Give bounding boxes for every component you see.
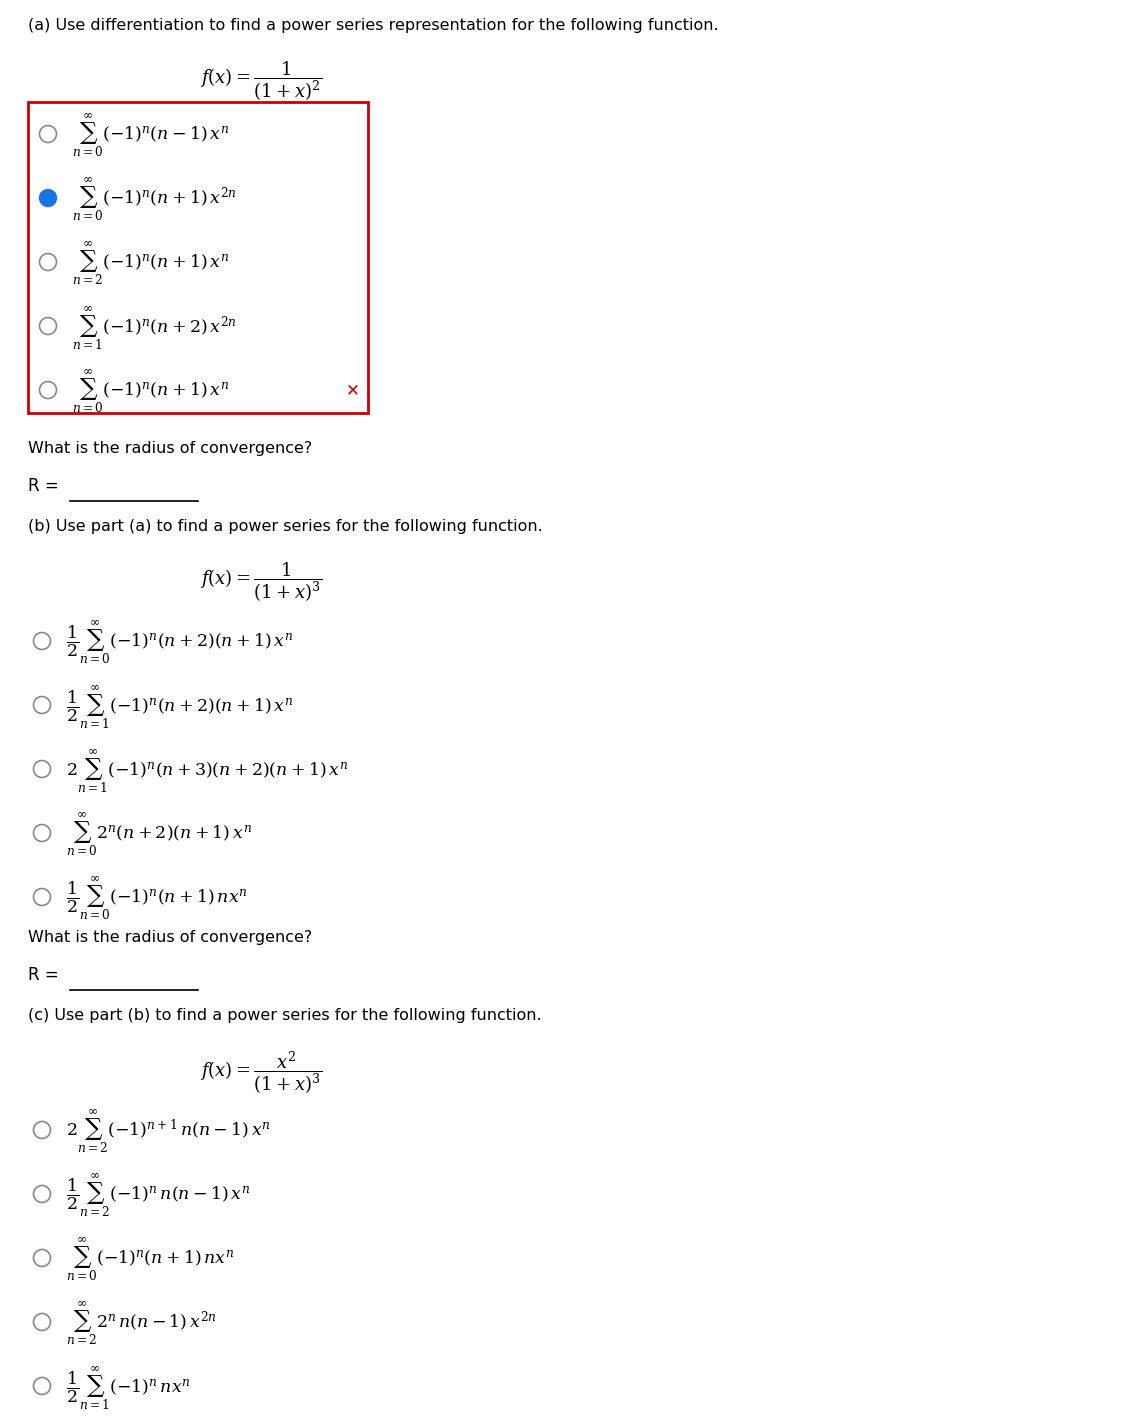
Text: (a) Use differentiation to find a power series representation for the following : (a) Use differentiation to find a power … (28, 18, 718, 33)
Text: $\dfrac{1}{2}\sum_{n=0}^{\infty}(-1)^n(n+2)(n+1)\,x^n$: $\dfrac{1}{2}\sum_{n=0}^{\infty}(-1)^n(n… (66, 620, 293, 666)
Text: $\dfrac{1}{2}\sum_{n=1}^{\infty}(-1)^n\,nx^n$: $\dfrac{1}{2}\sum_{n=1}^{\infty}(-1)^n\,… (66, 1364, 191, 1412)
Text: $\sum_{n=0}^{\infty}2^n(n+2)(n+1)\,x^n$: $\sum_{n=0}^{\infty}2^n(n+2)(n+1)\,x^n$ (66, 811, 252, 858)
Circle shape (39, 190, 56, 207)
Text: $f\left(x\right) = \dfrac{1}{\left(1+x\right)^2}$: $f\left(x\right) = \dfrac{1}{\left(1+x\r… (200, 60, 323, 104)
Text: What is the radius of convergence?: What is the radius of convergence? (28, 930, 312, 944)
Text: $\sum_{n=0}^{\infty}(-1)^n(n+1)\,x^n$: $\sum_{n=0}^{\infty}(-1)^n(n+1)\,x^n$ (72, 369, 229, 415)
Text: $\sum_{n=0}^{\infty}(-1)^n(n-1)\,x^n$: $\sum_{n=0}^{\infty}(-1)^n(n-1)\,x^n$ (72, 112, 229, 159)
Text: $\sum_{n=2}^{\infty}(-1)^n(n+1)\,x^n$: $\sum_{n=2}^{\infty}(-1)^n(n+1)\,x^n$ (72, 240, 229, 288)
Text: (b) Use part (a) to find a power series for the following function.: (b) Use part (a) to find a power series … (28, 519, 543, 535)
Text: $\sum_{n=0}^{\infty}(-1)^n(n+1)\,x^{2n}$: $\sum_{n=0}^{\infty}(-1)^n(n+1)\,x^{2n}$ (72, 176, 237, 223)
Text: $2\sum_{n=2}^{\infty}(-1)^{n+1}\,n(n-1)\,x^n$: $2\sum_{n=2}^{\infty}(-1)^{n+1}\,n(n-1)\… (66, 1107, 271, 1156)
Text: ✕: ✕ (346, 381, 360, 398)
Text: $\dfrac{1}{2}\sum_{n=2}^{\infty}(-1)^n\,n(n-1)\,x^n$: $\dfrac{1}{2}\sum_{n=2}^{\infty}(-1)^n\,… (66, 1173, 251, 1219)
Text: What is the radius of convergence?: What is the radius of convergence? (28, 441, 312, 457)
Text: $\sum_{n=1}^{\infty}(-1)^n(n+2)\,x^{2n}$: $\sum_{n=1}^{\infty}(-1)^n(n+2)\,x^{2n}$ (72, 303, 237, 352)
Text: R =: R = (28, 966, 58, 984)
Text: $\dfrac{1}{2}\sum_{n=1}^{\infty}(-1)^n(n+2)(n+1)\,x^n$: $\dfrac{1}{2}\sum_{n=1}^{\infty}(-1)^n(n… (66, 683, 293, 730)
Text: $\dfrac{1}{2}\sum_{n=0}^{\infty}(-1)^n(n+1)\,nx^n$: $\dfrac{1}{2}\sum_{n=0}^{\infty}(-1)^n(n… (66, 875, 247, 922)
Text: $\sum_{n=0}^{\infty}(-1)^n(n+1)\,nx^n$: $\sum_{n=0}^{\infty}(-1)^n(n+1)\,nx^n$ (66, 1236, 235, 1283)
Text: $f\left(x\right) = \dfrac{x^2}{\left(1+x\right)^3}$: $f\left(x\right) = \dfrac{x^2}{\left(1+x… (200, 1049, 323, 1096)
Text: $2\sum_{n=1}^{\infty}(-1)^n(n+3)(n+2)(n+1)\,x^n$: $2\sum_{n=1}^{\infty}(-1)^n(n+3)(n+2)(n+… (66, 747, 348, 795)
Text: $\sum_{n=2}^{\infty}2^n\,n(n-1)\,x^{2n}$: $\sum_{n=2}^{\infty}2^n\,n(n-1)\,x^{2n}$ (66, 1300, 217, 1347)
Text: R =: R = (28, 476, 58, 495)
FancyBboxPatch shape (28, 102, 368, 413)
Text: $f\left(x\right) = \dfrac{1}{\left(1+x\right)^3}$: $f\left(x\right) = \dfrac{1}{\left(1+x\r… (200, 562, 323, 604)
Text: (c) Use part (b) to find a power series for the following function.: (c) Use part (b) to find a power series … (28, 1008, 542, 1022)
